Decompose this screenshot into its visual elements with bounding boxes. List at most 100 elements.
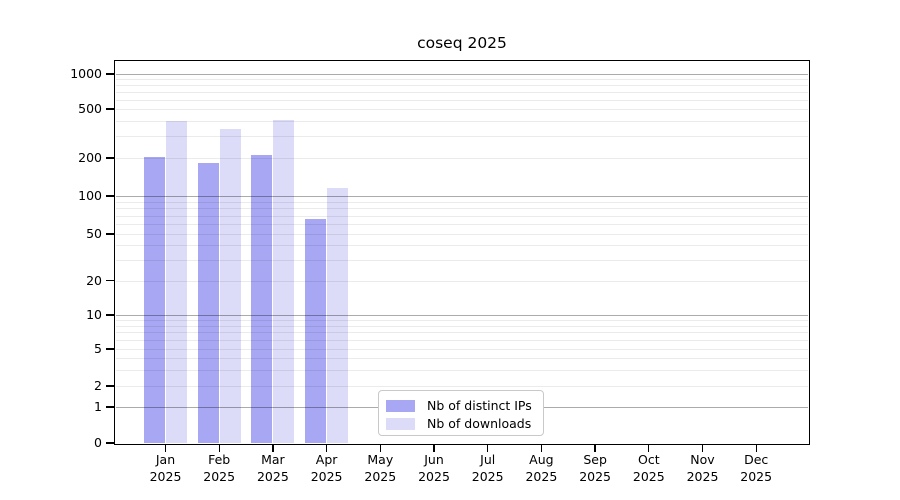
x-tick-mark — [648, 445, 650, 452]
x-tick-month: Jun — [424, 452, 444, 467]
y-tick-label: 500 — [78, 101, 102, 116]
x-tick-month: Jul — [480, 452, 496, 467]
gridline-major — [116, 195, 808, 197]
bar-downloads — [219, 128, 241, 443]
gridline-minor — [116, 136, 808, 138]
gridline-minor — [116, 158, 808, 159]
x-tick-month: Feb — [208, 452, 231, 467]
chart-title: coseq 2025 — [417, 34, 507, 52]
bar-downloads — [327, 188, 349, 443]
gridline-minor — [116, 215, 808, 217]
x-tick-month: Apr — [315, 452, 338, 467]
y-tick-mark — [106, 233, 114, 235]
bar-distinct-ips — [305, 218, 327, 443]
legend-label: Nb of distinct IPs — [427, 398, 532, 413]
x-tick-label: Dec 2025 — [724, 452, 788, 485]
x-tick-label: Oct 2025 — [617, 452, 681, 485]
x-tick-year: 2025 — [364, 468, 397, 484]
legend-label: Nb of downloads — [427, 416, 532, 431]
x-tick-year: 2025 — [256, 468, 289, 484]
x-tick-mark — [594, 445, 596, 452]
gridline-minor — [116, 109, 808, 110]
x-tick-label: Aug 2025 — [509, 452, 573, 485]
y-tick-mark — [106, 406, 114, 408]
x-tick-label: Apr 2025 — [295, 452, 359, 485]
gridline-minor — [116, 208, 808, 210]
y-tick-label: 20 — [86, 272, 102, 288]
x-tick-mark — [433, 445, 435, 452]
x-tick-year: 2025 — [525, 468, 558, 484]
gridline-minor — [116, 325, 808, 327]
gridline-minor — [116, 99, 808, 101]
x-tick-year: 2025 — [149, 468, 182, 484]
x-tick-mark — [325, 445, 328, 452]
y-tick-mark — [106, 279, 114, 282]
gridline-minor — [116, 224, 808, 225]
gridline-minor — [116, 358, 808, 359]
y-tick-label: 0 — [94, 435, 102, 450]
x-tick-label: May 2025 — [348, 452, 412, 485]
gridline-minor — [116, 320, 808, 322]
legend-swatch-downloads — [386, 417, 415, 430]
x-tick-mark — [379, 445, 381, 452]
x-tick-year: 2025 — [632, 468, 665, 484]
x-tick-year: 2025 — [418, 468, 450, 484]
x-tick-label: Nov 2025 — [671, 452, 735, 485]
bar-distinct-ips — [197, 163, 219, 443]
legend-row: Nb of distinct IPs — [386, 397, 535, 414]
y-tick-mark — [106, 314, 114, 316]
gridline-major — [116, 73, 808, 75]
y-tick-mark — [106, 348, 114, 350]
x-tick-month: Nov — [690, 452, 715, 467]
y-tick-mark — [106, 108, 114, 110]
x-tick-mark — [164, 445, 167, 452]
x-tick-mark — [701, 445, 704, 452]
gridline-minor — [116, 259, 808, 261]
x-tick-month: Aug — [529, 452, 554, 467]
gridline-minor — [116, 332, 808, 334]
x-tick-month: Sep — [583, 452, 607, 467]
gridline-minor — [116, 234, 808, 235]
legend: Nb of distinct IPs Nb of downloads — [378, 390, 544, 436]
gridline-minor — [116, 79, 808, 81]
gridline-minor — [116, 340, 808, 342]
y-tick-mark — [106, 442, 114, 444]
y-tick-label: 2 — [94, 378, 102, 393]
gridline-minor — [116, 85, 808, 87]
bar-distinct-ips — [251, 155, 273, 443]
x-tick-year: 2025 — [310, 468, 343, 484]
y-tick-label: 10 — [86, 307, 102, 322]
y-tick-label: 1 — [94, 399, 102, 414]
y-tick-label: 5 — [94, 341, 102, 356]
bar-downloads — [273, 119, 295, 443]
gridline-major — [116, 314, 808, 316]
x-tick-month: May — [367, 452, 394, 467]
y-tick-label: 100 — [78, 188, 102, 203]
y-tick-label: 50 — [86, 226, 102, 241]
x-tick-year: 2025 — [471, 468, 504, 484]
gridline-minor — [116, 245, 808, 247]
x-tick-label: Jan 2025 — [134, 452, 198, 485]
x-tick-mark — [755, 445, 757, 452]
legend-swatch-distinct-ips — [386, 399, 415, 412]
x-tick-label: Jun 2025 — [402, 452, 466, 485]
gridline-minor — [116, 92, 808, 93]
x-tick-year: 2025 — [203, 468, 236, 484]
x-tick-year: 2025 — [579, 468, 611, 484]
y-tick-mark — [106, 195, 114, 197]
x-tick-label: Sep 2025 — [563, 452, 627, 485]
y-tick-mark — [106, 73, 114, 75]
x-tick-year: 2025 — [740, 468, 773, 484]
y-tick-label: 200 — [78, 150, 102, 165]
x-tick-label: Mar 2025 — [241, 452, 305, 485]
y-tick-label: 1000 — [70, 66, 102, 81]
gridline-minor — [116, 349, 808, 350]
gridline-minor — [116, 369, 808, 371]
x-tick-month: Mar — [261, 452, 285, 467]
x-tick-mark — [487, 445, 489, 452]
x-tick-year: 2025 — [686, 468, 719, 484]
gridline-minor — [116, 280, 808, 282]
y-tick-mark — [106, 385, 114, 387]
gridline-minor — [116, 201, 808, 203]
